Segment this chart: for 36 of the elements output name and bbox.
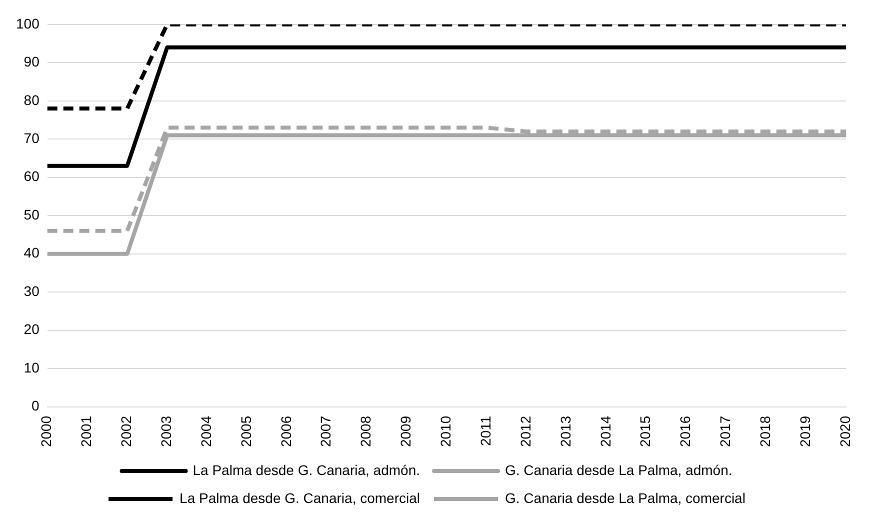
legend-label: G. Canaria desde La Palma, comercial [505,490,746,506]
x-tick-label: 2002 [118,416,134,448]
y-tick-label: 30 [24,282,40,299]
y-tick-label: 90 [24,54,40,70]
y-tick-label: 100 [16,15,40,32]
x-tick-label: 2003 [158,416,174,448]
x-tick-label: 2017 [717,416,734,448]
x-tick-label: 2014 [597,416,614,448]
y-tick-label: 70 [24,130,40,146]
x-tick-label: 2004 [198,416,214,448]
x-tick-label: 2006 [278,416,294,448]
x-tick-label: 2019 [796,416,813,448]
x-tick-label: 2010 [438,416,454,448]
y-tick-label: 40 [24,244,40,261]
y-tick-label: 80 [24,92,40,108]
x-tick-label: 2008 [358,416,374,448]
x-tick-label: 2009 [398,416,414,448]
y-tick-label: 10 [24,359,40,376]
x-tick-label: 2016 [677,416,694,448]
y-tick-label: 20 [24,321,40,338]
x-tick-label: 2007 [318,416,334,448]
x-tick-label: 2015 [637,416,654,448]
y-tick-label: 60 [24,168,40,184]
x-tick-label: 2011 [477,416,494,446]
legend-label: G. Canaria desde La Palma, admón. [505,462,732,478]
y-tick-label: 50 [24,206,40,222]
x-tick-label: 2005 [238,416,254,448]
x-tick-label: 2020 [836,416,853,448]
legend-label: La Palma desde G. Canaria, admón. [192,462,420,478]
x-tick-label: 2012 [517,416,534,448]
x-tick-label: 2013 [557,416,574,448]
legend-label: La Palma desde G. Canaria, comercial [180,490,420,506]
x-tick-label: 2018 [756,416,773,448]
x-tick-label: 2000 [38,416,54,448]
y-tick-label: 0 [32,398,40,414]
x-tick-label: 2001 [78,416,94,448]
